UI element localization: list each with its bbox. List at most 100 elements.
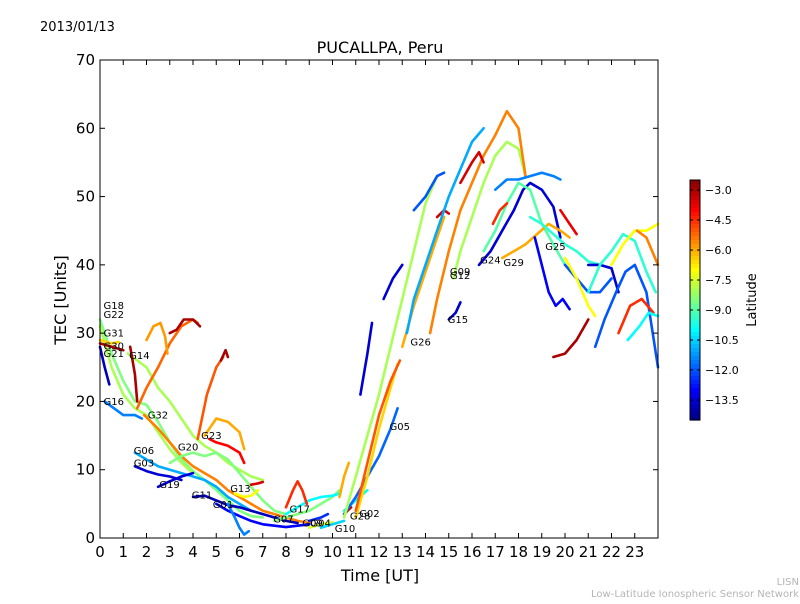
satellite-label-g10: G10 — [335, 524, 355, 535]
satellite-label-g05: G05 — [390, 422, 410, 433]
colorbar-segment — [690, 376, 700, 381]
colorbar-segment — [690, 332, 700, 337]
colorbar-tick-label: −10.5 — [705, 334, 739, 347]
series-line-g26c — [354, 359, 402, 512]
colorbar-tick-label: −7.5 — [705, 274, 732, 287]
colorbar-segment — [690, 264, 700, 269]
series-line-g26 — [342, 174, 439, 519]
series-line-g23c — [196, 355, 225, 441]
series-line-g26d — [382, 263, 404, 301]
x-tick-label: 5 — [211, 543, 221, 561]
colorbar-segment — [690, 188, 700, 193]
series-line-g17b — [284, 480, 309, 509]
colorbar-segment — [690, 296, 700, 301]
colorbar-segment — [690, 380, 700, 385]
colorbar-segment — [690, 396, 700, 401]
series-line-g25j — [617, 297, 655, 335]
colorbar-segment — [690, 276, 700, 281]
series-line-g14b — [128, 345, 139, 403]
colorbar-segment — [690, 308, 700, 313]
chart-title: PUCALLPA, Peru — [317, 38, 444, 57]
satellite-label-g01: G01 — [213, 500, 233, 511]
colorbar-segment — [690, 408, 700, 413]
x-tick-label: 12 — [369, 543, 388, 561]
colorbar-segment — [690, 272, 700, 277]
series-line-g06 — [133, 451, 265, 516]
series-line-g26g — [412, 171, 446, 212]
colorbar-segment — [690, 240, 700, 245]
x-tick-label: 18 — [509, 543, 528, 561]
colorbar-segment — [690, 304, 700, 309]
x-tick-label: 0 — [95, 543, 105, 561]
series-line-g01b — [226, 502, 251, 536]
satellite-label-g14: G14 — [129, 351, 149, 362]
series-line-g25d — [563, 256, 597, 318]
colorbar-segment — [690, 384, 700, 389]
satellite-label-g28: G28 — [350, 512, 370, 523]
colorbar-segment — [690, 372, 700, 377]
x-tick-label: 14 — [416, 543, 435, 561]
x-tick-label: 15 — [439, 543, 458, 561]
y-tick-label: 10 — [76, 461, 95, 479]
satellite-label-g12: G12 — [450, 271, 470, 282]
colorbar-segment — [690, 192, 700, 197]
satellite-label-g15: G15 — [448, 315, 468, 326]
x-tick-label: 16 — [462, 543, 481, 561]
colorbar-tick-label: −9.0 — [705, 304, 732, 317]
colorbar-segment — [690, 368, 700, 373]
colorbar-tick-label: −6.0 — [705, 244, 732, 257]
series-line-g24c — [494, 171, 562, 191]
satellite-label-g02: G02 — [359, 509, 379, 520]
x-tick-label: 13 — [393, 543, 412, 561]
colorbar-segment — [690, 416, 700, 421]
colorbar-label: Latitude — [745, 273, 760, 327]
series-line-g32b — [135, 318, 199, 410]
colorbar-segment — [690, 280, 700, 285]
satellite-label-g32: G32 — [148, 411, 168, 422]
colorbar-segment — [690, 364, 700, 369]
colorbar-segment — [690, 232, 700, 237]
colorbar: −3.0 −4.5 −6.0 −7.5 −9.0 −10.5 −12.0 −13.5 — [689, 179, 739, 421]
satellite-label-g31: G31 — [104, 329, 124, 340]
x-tick-label: 3 — [165, 543, 175, 561]
colorbar-segment — [690, 348, 700, 353]
y-tick-label: 20 — [76, 392, 95, 410]
series-line-g13b — [249, 480, 265, 486]
series-line-g25b — [533, 236, 571, 311]
satellite-label-g20: G20 — [178, 443, 198, 454]
colorbar-segment — [690, 216, 700, 221]
colorbar-segment — [690, 360, 700, 365]
colorbar-segment — [690, 320, 700, 325]
colorbar-segment — [690, 312, 700, 317]
footer-org-name: Low-Latitude Ionospheric Sensor Network — [591, 589, 799, 600]
series-line-g24d — [491, 202, 509, 226]
colorbar-tick-label: −12.0 — [705, 364, 739, 377]
satellite-label-g09: G09 — [302, 518, 322, 529]
satellite-label-g25: G25 — [545, 242, 565, 253]
y-tick-label: 0 — [85, 529, 95, 547]
colorbar-segment — [690, 248, 700, 253]
series-line-g09c — [428, 109, 527, 335]
x-tick-label: 9 — [304, 543, 314, 561]
x-tick-label: 8 — [281, 543, 291, 561]
satellite-label-g04: G04 — [310, 518, 330, 529]
series-line-g09b — [308, 521, 334, 530]
colorbar-segment — [690, 288, 700, 293]
satellite-label-g03: G03 — [134, 458, 154, 469]
colorbar-segment — [690, 252, 700, 257]
series-line-g13 — [233, 488, 260, 499]
series-line-g24 — [477, 181, 562, 267]
colorbar-segment — [690, 324, 700, 329]
colorbar-segment — [690, 392, 700, 397]
colorbar-tick-label: −3.0 — [705, 184, 732, 197]
series-line-g31 — [98, 338, 120, 345]
y-tick-label: 50 — [76, 188, 95, 206]
series-line-g32c — [145, 321, 169, 355]
satellite-label-g09: G09 — [450, 267, 470, 278]
colorbar-segment — [690, 316, 700, 321]
colorbar-frame — [689, 179, 701, 421]
colorbar-segment — [690, 400, 700, 405]
satellite-label-g06: G06 — [134, 446, 154, 457]
